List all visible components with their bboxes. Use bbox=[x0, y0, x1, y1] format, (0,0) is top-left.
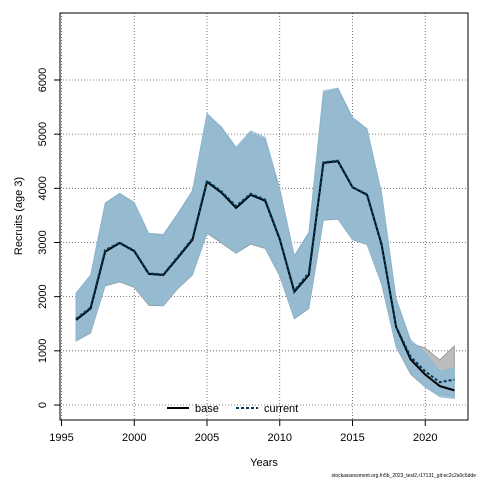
x-tick-label: 2005 bbox=[195, 432, 219, 444]
series-line-current bbox=[75, 159, 455, 384]
confidence-bands bbox=[75, 87, 455, 399]
legend-label-base: base bbox=[195, 403, 219, 415]
confidence-band-current bbox=[75, 87, 455, 399]
x-tick-label: 2020 bbox=[413, 432, 437, 444]
y-tick-label: 3000 bbox=[37, 230, 49, 254]
plot-frame bbox=[59, 12, 469, 421]
y-axis-ticks: 0 1000 2000 3000 4000 5000 6000 bbox=[37, 68, 60, 408]
legend: base current bbox=[167, 403, 298, 415]
series-lines bbox=[75, 159, 455, 392]
x-tick-label: 2010 bbox=[268, 432, 292, 444]
y-tick-label: 5000 bbox=[37, 122, 49, 146]
x-tick-label: 2015 bbox=[340, 432, 364, 444]
x-axis-ticks: 1995 2000 2005 2010 2015 2020 bbox=[49, 420, 437, 444]
y-tick-label: 4000 bbox=[37, 176, 49, 200]
y-tick-label: 2000 bbox=[37, 284, 49, 308]
x-tick-label: 1995 bbox=[49, 432, 73, 444]
y-axis-label: Recruits (age 3) bbox=[13, 177, 25, 255]
x-tick-label: 2000 bbox=[122, 432, 146, 444]
legend-label-current: current bbox=[264, 403, 298, 415]
y-tick-label: 6000 bbox=[37, 68, 49, 92]
y-tick-label: 1000 bbox=[37, 339, 49, 363]
x-axis-label: Years bbox=[250, 457, 278, 469]
y-tick-label: 0 bbox=[37, 402, 49, 408]
footer-note: stockassessment.org.fn5b_2023_test2,r171… bbox=[331, 473, 476, 479]
